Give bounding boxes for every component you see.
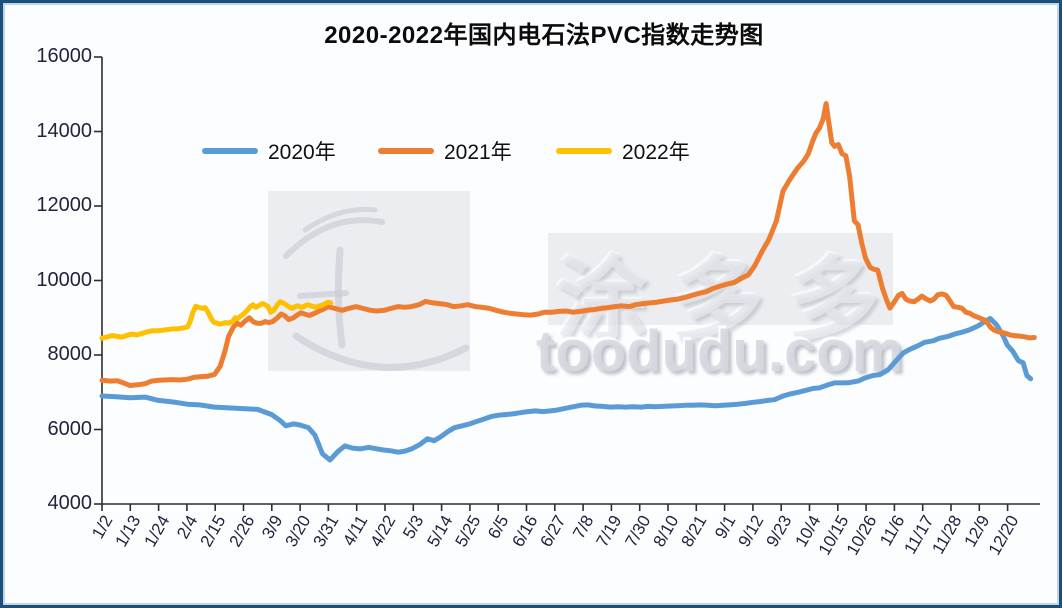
legend-swatch-2022 bbox=[556, 148, 612, 154]
watermark-logo-text: 涂多多 bbox=[556, 250, 905, 352]
watermark-domain-text: toodudu.com bbox=[536, 319, 904, 384]
legend-label-2022: 2022年 bbox=[622, 141, 690, 164]
legend-item-2022: 2022年 bbox=[556, 138, 690, 164]
chart-title: 2020-2022年国内电石法PVC指数走势图 bbox=[324, 22, 764, 49]
legend-item-2020: 2020年 bbox=[202, 138, 336, 164]
y-axis-tick-label: 14000 bbox=[36, 119, 92, 142]
legend-swatch-2020 bbox=[202, 148, 258, 154]
y-axis-tick-label: 4000 bbox=[47, 492, 93, 514]
y-axis-tick-label: 8000 bbox=[47, 343, 93, 365]
series-line-2022年 bbox=[99, 299, 334, 341]
legend-label-2020: 2020年 bbox=[268, 141, 336, 164]
series-line-2021年 bbox=[99, 101, 1037, 388]
y-axis-tick-label: 16000 bbox=[36, 45, 92, 67]
y-axis-tick-label: 6000 bbox=[47, 417, 93, 440]
legend-label-2021: 2021年 bbox=[444, 141, 512, 164]
legend: 2020年 2021年 2022年 bbox=[0, 138, 1062, 166]
legend-swatch-2021 bbox=[378, 148, 434, 154]
y-axis-tick-label: 12000 bbox=[36, 194, 92, 216]
legend-item-2021: 2021年 bbox=[378, 138, 512, 164]
y-axis-tick-label: 10000 bbox=[36, 268, 92, 291]
series-line-2020年 bbox=[99, 316, 1034, 463]
